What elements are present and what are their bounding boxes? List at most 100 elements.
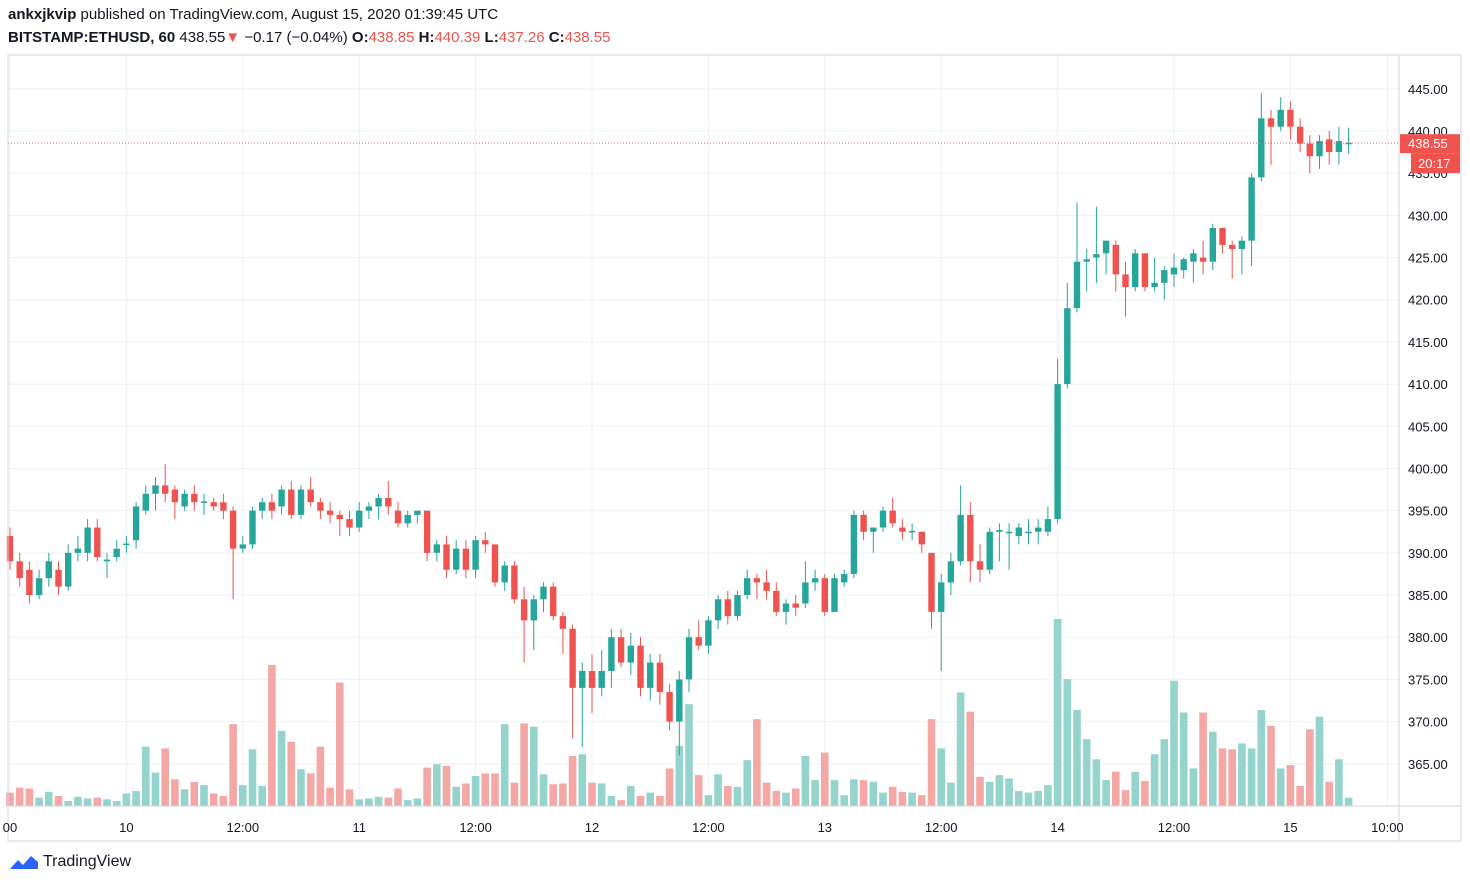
candle: [1219, 227, 1226, 254]
volume-bar: [927, 719, 936, 806]
volume-bar: [636, 795, 645, 806]
candle-body: [123, 543, 130, 546]
candle: [928, 552, 935, 629]
candle: [1141, 253, 1149, 292]
candle: [443, 535, 450, 579]
candle: [1122, 261, 1129, 317]
volume-bar: [675, 745, 684, 806]
candle-body: [676, 679, 683, 722]
candle-body: [1267, 118, 1275, 127]
volume-bar: [25, 788, 34, 806]
candle: [249, 506, 256, 549]
candle: [1306, 135, 1313, 174]
candle-body: [317, 502, 324, 511]
candle: [811, 569, 819, 591]
candle-body: [802, 582, 809, 604]
volume-bar: [976, 776, 984, 806]
volume-bar: [985, 781, 994, 806]
candle-body: [1277, 109, 1284, 127]
volume-bar: [1121, 790, 1130, 806]
candle-body: [647, 662, 654, 688]
candle-body: [433, 544, 440, 553]
volume-bar: [394, 788, 402, 806]
candle: [346, 510, 353, 536]
volume-bar: [423, 767, 431, 806]
close-value: 438.55: [564, 29, 611, 46]
volume-bar: [403, 800, 412, 806]
candle: [482, 531, 489, 553]
candle: [627, 633, 634, 676]
candle-body: [938, 582, 945, 612]
volume-bar: [35, 797, 43, 806]
candle: [792, 595, 799, 617]
volume-bar: [1257, 710, 1266, 806]
candle: [103, 552, 111, 579]
candle: [229, 506, 237, 600]
volume-bar: [268, 664, 276, 806]
candle-body: [45, 561, 52, 579]
candle: [617, 628, 625, 667]
countdown-tag-box: [1411, 153, 1460, 174]
candle-body: [967, 514, 974, 562]
candle-body: [1238, 240, 1246, 250]
candle-body: [530, 599, 537, 621]
volume-bar: [374, 796, 383, 806]
volume-bar: [209, 793, 218, 806]
candle: [850, 510, 858, 579]
candle: [171, 485, 179, 520]
candle: [1035, 519, 1042, 545]
candle: [1258, 92, 1265, 182]
candle: [181, 489, 188, 511]
candle-body: [831, 578, 838, 612]
candle-body: [472, 540, 479, 570]
candle-body: [491, 544, 499, 583]
candle-body: [1180, 259, 1187, 271]
volume-bar: [646, 792, 654, 806]
candle-body: [55, 569, 62, 587]
price-change: −0.17 (−0.04%): [244, 29, 348, 46]
volume-bar: [74, 796, 82, 806]
candle: [326, 502, 334, 524]
volume-bar: [859, 780, 868, 806]
price-axis-tick-label: 380.00: [1408, 630, 1448, 645]
candle-body: [404, 514, 411, 524]
down-arrow-icon: ▼: [225, 29, 241, 46]
candle: [35, 569, 43, 600]
price-axis-tick-label: 370.00: [1408, 715, 1448, 730]
volume-bar: [1160, 739, 1169, 806]
volume-bar: [520, 723, 528, 806]
candle: [1132, 249, 1139, 292]
candle-body: [1005, 531, 1013, 534]
candle-body: [288, 489, 295, 515]
candle: [996, 523, 1003, 562]
candle: [113, 540, 120, 562]
price-axis-tick-label: 405.00: [1408, 419, 1448, 434]
volume-bar: [578, 754, 587, 806]
candle-body: [889, 510, 896, 524]
candle-body: [811, 578, 819, 583]
candle-body: [1335, 141, 1343, 153]
volume-bar: [947, 782, 955, 806]
candle-body: [1141, 253, 1149, 288]
volume-bar: [888, 786, 897, 806]
tradingview-branding[interactable]: TradingView: [9, 853, 131, 871]
candle: [414, 510, 421, 524]
candle-body: [947, 561, 955, 583]
candle-body: [6, 535, 14, 562]
volume-bar: [510, 782, 519, 806]
volume-bar: [1170, 680, 1178, 806]
volume-bar: [1286, 765, 1295, 806]
candle-body: [103, 559, 111, 562]
candle-body: [453, 548, 460, 570]
candle-body: [695, 637, 702, 646]
volume-bar: [316, 746, 325, 806]
candle: [520, 586, 528, 663]
volume-bar: [1102, 780, 1110, 806]
candle-body: [356, 510, 363, 528]
candle: [782, 599, 790, 625]
candles: [6, 92, 1352, 756]
candle: [423, 510, 431, 562]
candle: [142, 485, 149, 515]
volume-bar: [1238, 743, 1246, 806]
